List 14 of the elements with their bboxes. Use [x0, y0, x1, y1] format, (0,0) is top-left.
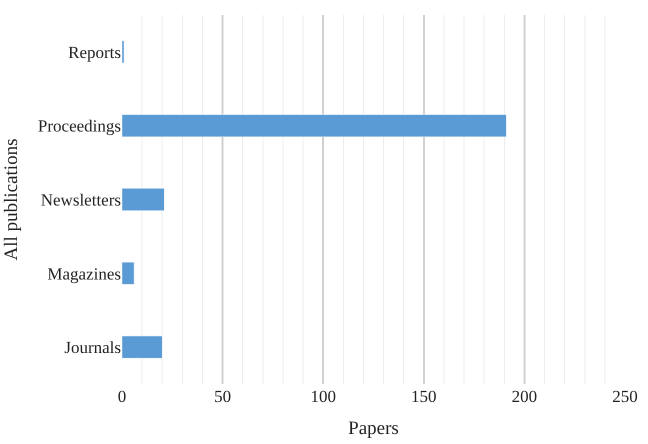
x-tick-label: 200 — [512, 387, 538, 406]
x-axis-title: Papers — [348, 418, 399, 439]
y-tick-label: Reports — [68, 42, 121, 62]
y-tick-label: Magazines — [47, 264, 121, 284]
x-tick-label: 150 — [411, 387, 437, 406]
y-tick-label: Journals — [64, 338, 121, 358]
y-tick-label: Newsletters — [40, 190, 121, 210]
y-tick-label: Proceedings — [38, 116, 121, 136]
x-tick-label: 0 — [118, 387, 126, 406]
bar — [122, 262, 134, 285]
x-tick-label: 100 — [310, 387, 336, 406]
y-axis-title: All publications — [0, 138, 22, 260]
x-tick-label: 50 — [214, 387, 232, 406]
x-tick-label: 250 — [612, 387, 638, 406]
